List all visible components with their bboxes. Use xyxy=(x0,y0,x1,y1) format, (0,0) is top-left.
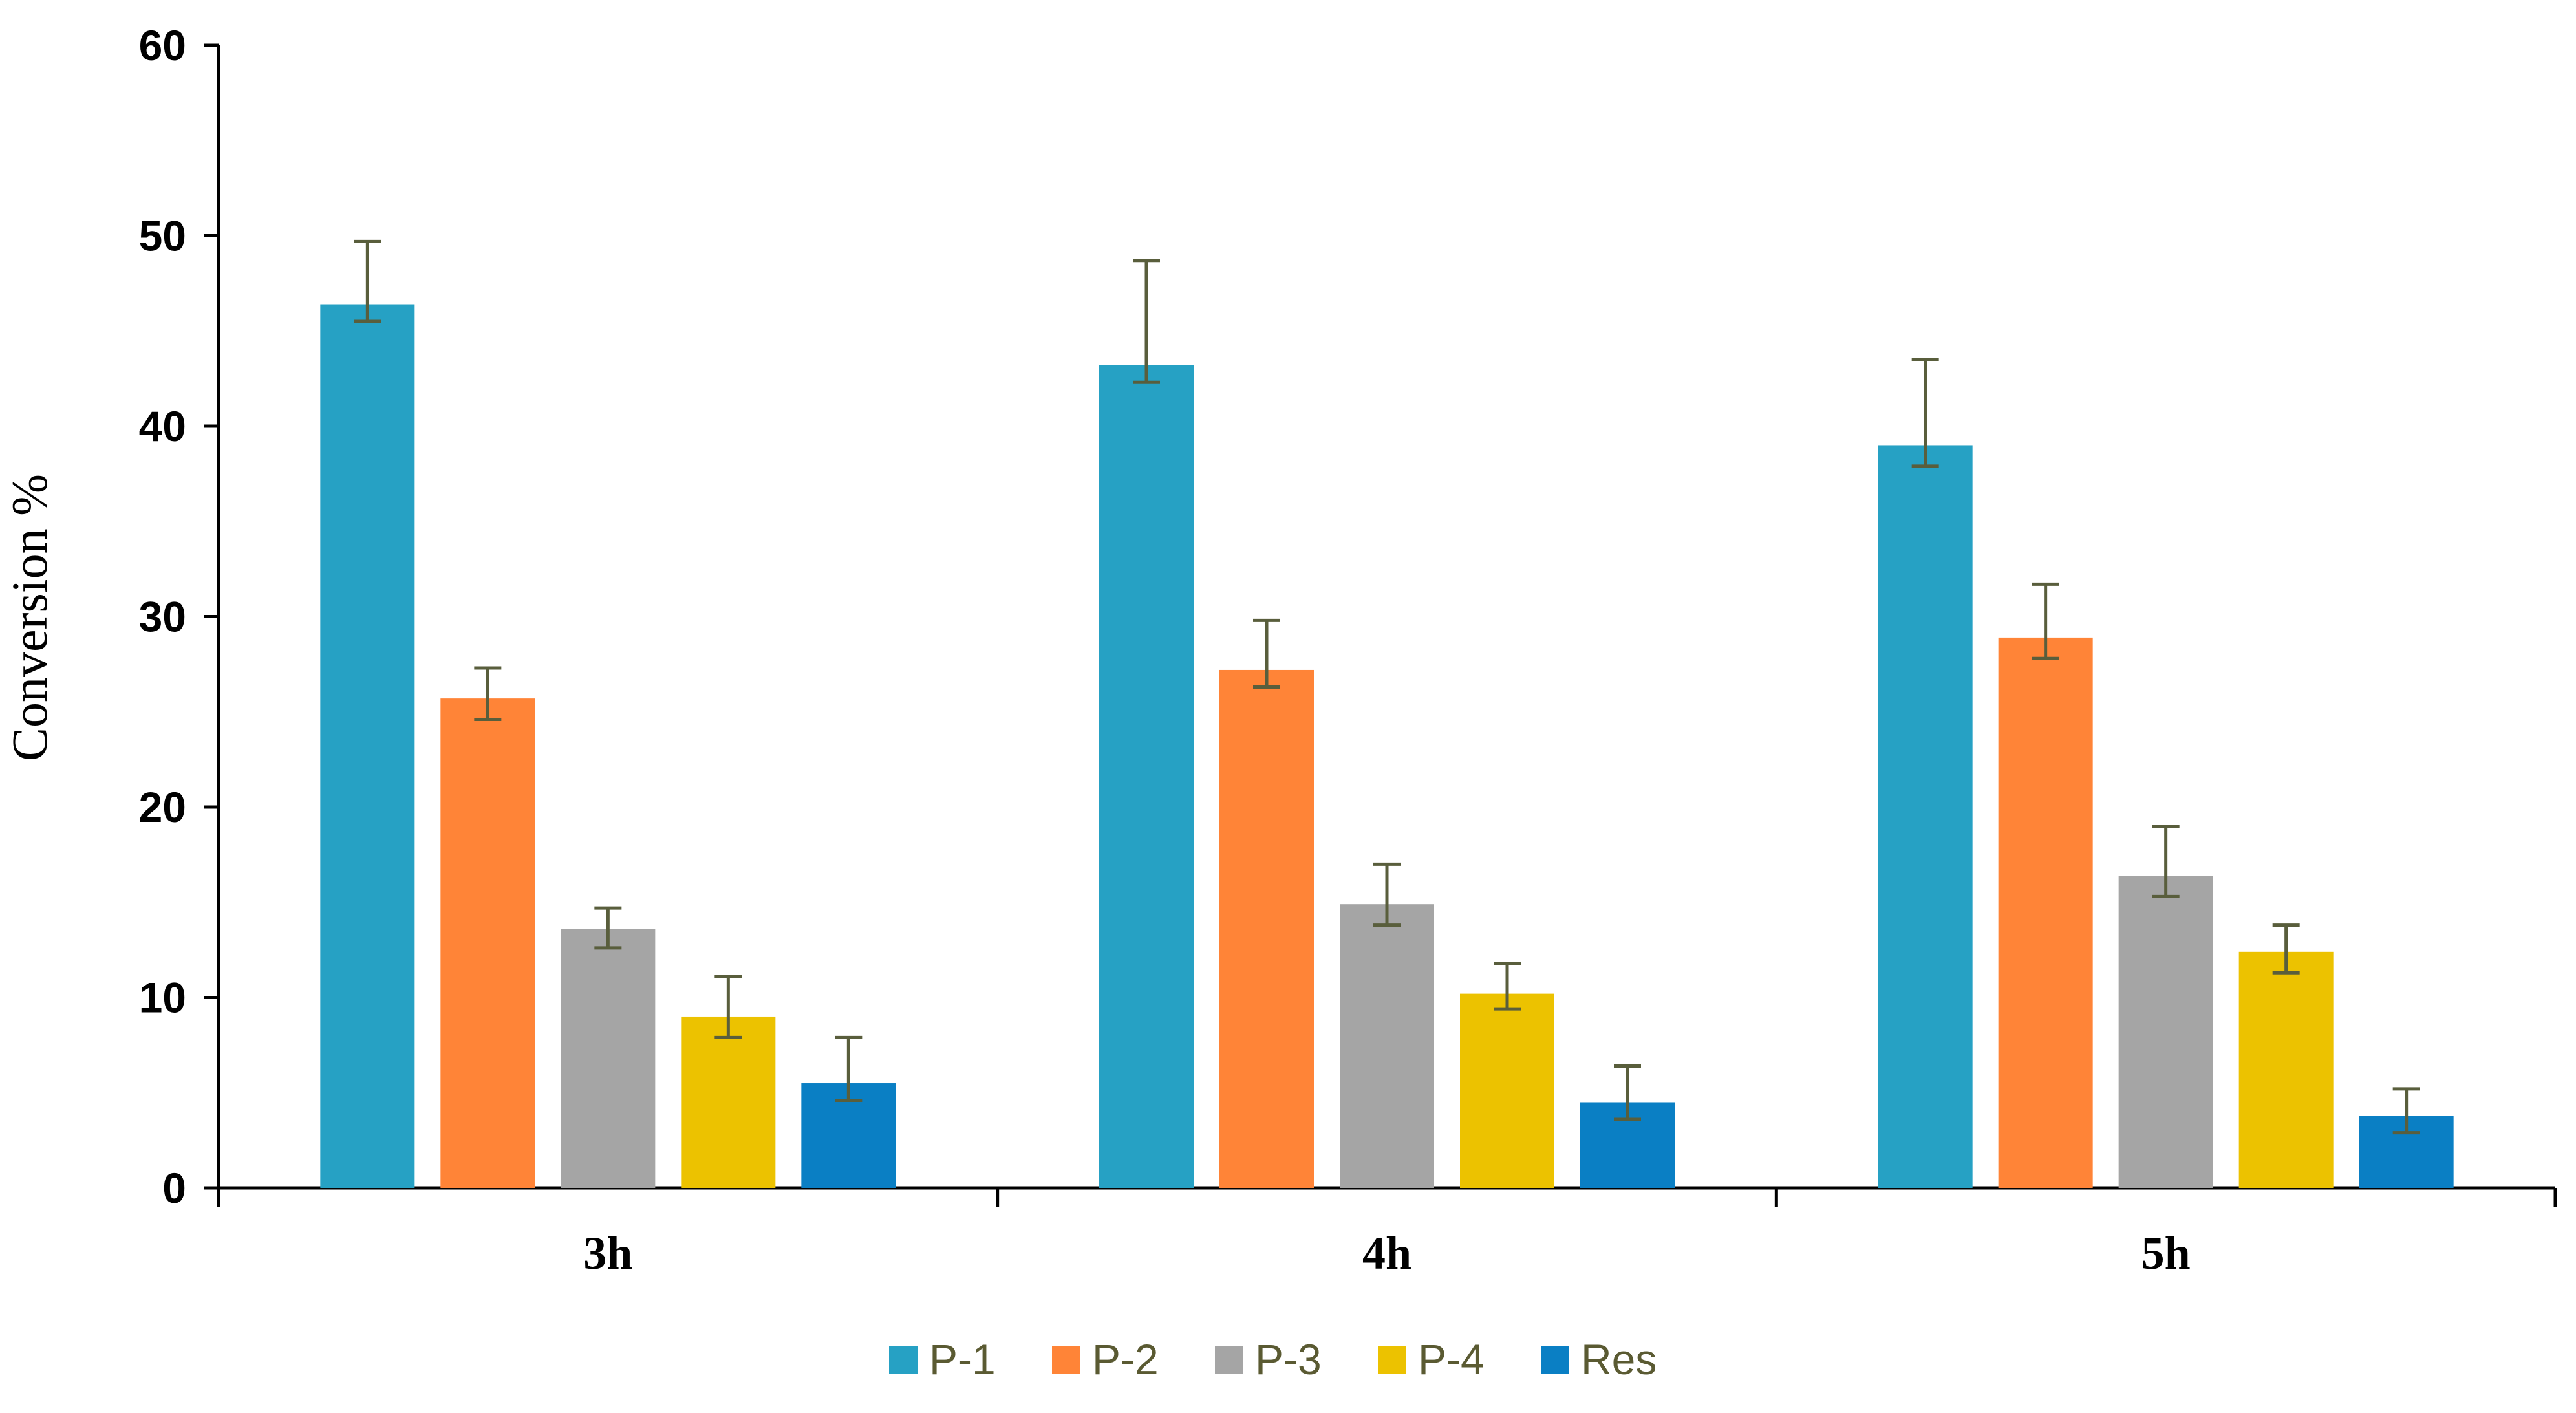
bar xyxy=(2118,876,2213,1188)
legend-label: P-3 xyxy=(1255,1335,1322,1383)
x-category-label: 5h xyxy=(2141,1227,2191,1279)
y-tick-label: 50 xyxy=(139,212,186,260)
bar xyxy=(1460,993,1554,1188)
y-tick-label: 10 xyxy=(139,974,186,1022)
legend-label: Res xyxy=(1581,1335,1657,1383)
bar xyxy=(681,1016,776,1188)
legend-swatch xyxy=(1215,1346,1243,1374)
bar xyxy=(440,698,535,1188)
x-axis: 3h 4h 5h xyxy=(217,1186,2557,1279)
bar xyxy=(1878,445,1973,1189)
legend: P-1 P-2 P-3 P-4 Res xyxy=(889,1335,1657,1383)
legend-label: P-4 xyxy=(1418,1335,1485,1383)
y-tick-label: 30 xyxy=(139,593,186,641)
y-axis: 0 10 20 30 40 50 60 xyxy=(139,21,220,1212)
y-tick-label: 40 xyxy=(139,402,186,450)
bar xyxy=(2238,951,2334,1188)
bar xyxy=(1099,365,1194,1188)
x-category-label: 4h xyxy=(1362,1227,1411,1279)
x-category-label: 3h xyxy=(583,1227,632,1279)
legend-swatch xyxy=(1541,1346,1569,1374)
bar xyxy=(1340,904,1434,1188)
bar xyxy=(320,304,415,1188)
error-bars-group xyxy=(354,239,2420,1135)
legend-label: P-1 xyxy=(929,1335,996,1383)
bars-group xyxy=(320,304,2454,1189)
legend-label: P-2 xyxy=(1092,1335,1159,1383)
y-tick-label: 0 xyxy=(162,1164,186,1212)
bar xyxy=(561,929,656,1188)
y-tick-label: 60 xyxy=(139,21,186,69)
bar xyxy=(1219,669,1314,1188)
bar xyxy=(1998,637,2093,1188)
legend-swatch xyxy=(1378,1346,1406,1374)
y-tick-label: 20 xyxy=(139,783,186,831)
y-axis-title: Conversion % xyxy=(1,474,58,761)
legend-swatch xyxy=(889,1346,918,1374)
legend-swatch xyxy=(1052,1346,1080,1374)
